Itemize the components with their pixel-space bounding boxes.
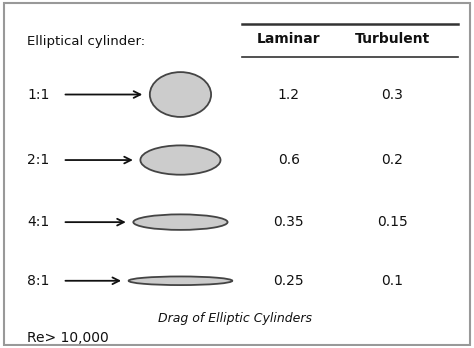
Text: Turbulent: Turbulent (355, 32, 430, 46)
Text: 0.2: 0.2 (382, 153, 403, 167)
Text: 1:1: 1:1 (27, 87, 50, 102)
Text: Re> 10,000: Re> 10,000 (27, 331, 109, 345)
Text: 0.25: 0.25 (273, 274, 304, 288)
Ellipse shape (150, 72, 211, 117)
Text: 0.1: 0.1 (382, 274, 403, 288)
Text: 0.15: 0.15 (377, 215, 408, 229)
Text: Elliptical cylinder:: Elliptical cylinder: (27, 34, 146, 48)
Text: 8:1: 8:1 (27, 274, 50, 288)
Text: 2:1: 2:1 (27, 153, 50, 167)
Text: 0.35: 0.35 (273, 215, 304, 229)
Ellipse shape (133, 214, 228, 230)
Text: Drag of Elliptic Cylinders: Drag of Elliptic Cylinders (158, 312, 311, 325)
Text: 4:1: 4:1 (27, 215, 50, 229)
Text: 1.2: 1.2 (278, 87, 300, 102)
Ellipse shape (128, 276, 232, 285)
Text: 0.3: 0.3 (382, 87, 403, 102)
Text: Laminar: Laminar (257, 32, 320, 46)
Ellipse shape (140, 145, 220, 175)
Text: 0.6: 0.6 (278, 153, 300, 167)
